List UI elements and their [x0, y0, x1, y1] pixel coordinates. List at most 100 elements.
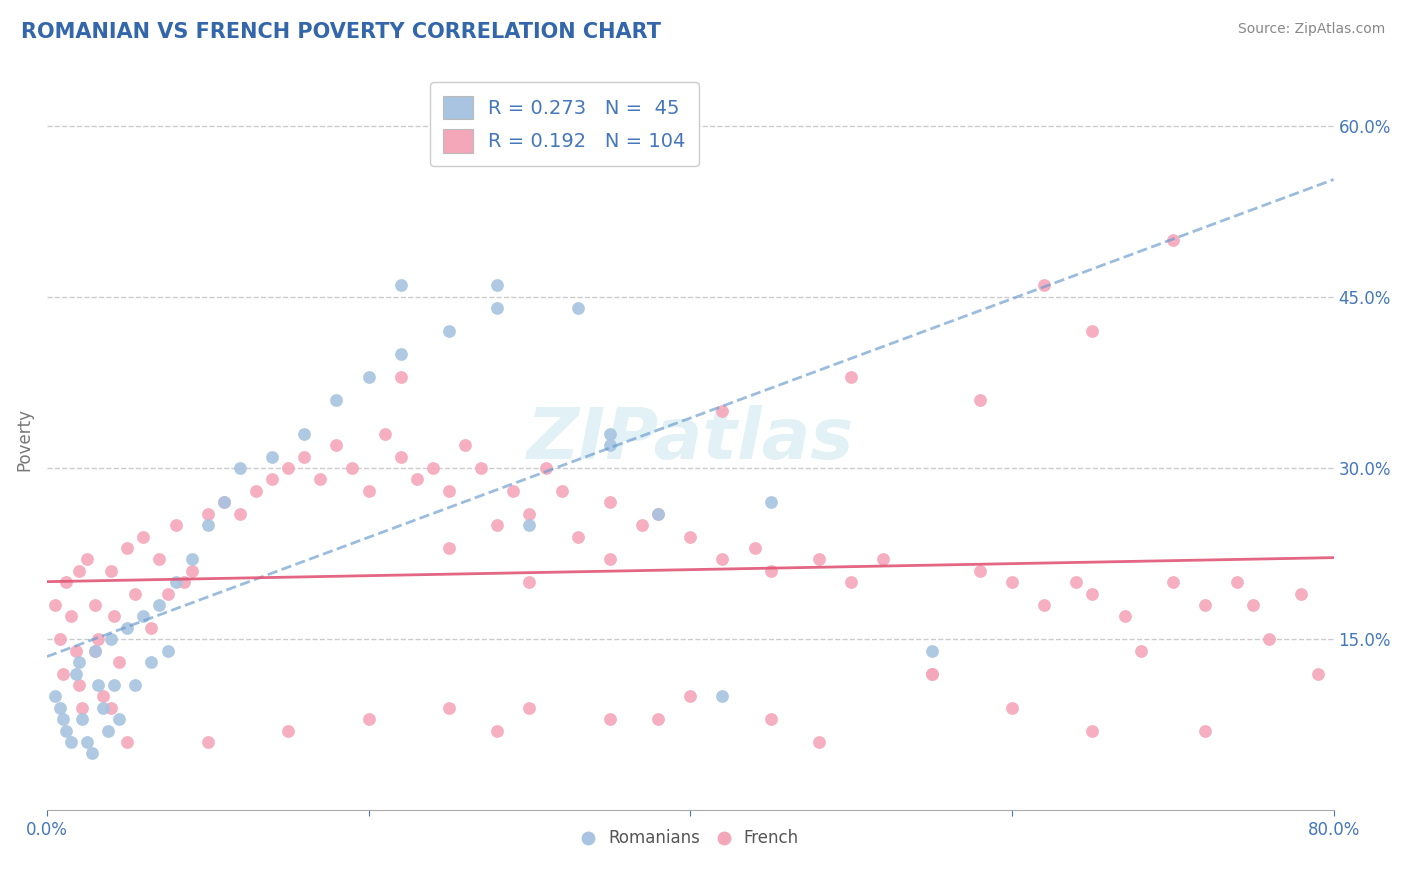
- Point: [180, 564, 202, 578]
- Point: [631, 518, 654, 533]
- Point: [84, 598, 107, 612]
- Point: [647, 507, 669, 521]
- Point: [1194, 598, 1216, 612]
- Point: [679, 529, 702, 543]
- Point: [1161, 233, 1184, 247]
- Point: [711, 690, 734, 704]
- Point: [807, 552, 830, 566]
- Point: [389, 450, 412, 464]
- Point: [52, 712, 75, 726]
- Point: [87, 678, 110, 692]
- Point: [124, 586, 146, 600]
- Point: [156, 643, 179, 657]
- Point: [486, 518, 509, 533]
- Point: [454, 438, 477, 452]
- Point: [599, 552, 621, 566]
- Point: [519, 507, 541, 521]
- Point: [229, 507, 252, 521]
- Point: [839, 575, 862, 590]
- Point: [103, 609, 125, 624]
- Point: [839, 369, 862, 384]
- Point: [921, 643, 943, 657]
- Point: [148, 552, 170, 566]
- Point: [72, 700, 94, 714]
- Point: [292, 450, 315, 464]
- Point: [759, 712, 782, 726]
- Point: [100, 700, 122, 714]
- Point: [245, 483, 267, 498]
- Point: [117, 621, 139, 635]
- Point: [711, 552, 734, 566]
- Point: [1241, 598, 1264, 612]
- Point: [309, 473, 332, 487]
- Point: [550, 483, 572, 498]
- Point: [374, 426, 396, 441]
- Point: [325, 392, 347, 407]
- Point: [711, 404, 734, 418]
- Point: [1129, 643, 1152, 657]
- Point: [679, 690, 702, 704]
- Point: [60, 609, 83, 624]
- Point: [65, 643, 87, 657]
- Point: [84, 643, 107, 657]
- Point: [486, 723, 509, 738]
- Y-axis label: Poverty: Poverty: [15, 408, 32, 471]
- Point: [76, 552, 98, 566]
- Point: [44, 690, 66, 704]
- Point: [100, 564, 122, 578]
- Point: [117, 735, 139, 749]
- Point: [437, 324, 460, 338]
- Point: [52, 666, 75, 681]
- Point: [87, 632, 110, 647]
- Point: [437, 700, 460, 714]
- Point: [97, 723, 120, 738]
- Text: ROMANIAN VS FRENCH POVERTY CORRELATION CHART: ROMANIAN VS FRENCH POVERTY CORRELATION C…: [21, 22, 661, 42]
- Point: [389, 347, 412, 361]
- Point: [67, 678, 90, 692]
- Point: [759, 564, 782, 578]
- Point: [1064, 575, 1087, 590]
- Point: [49, 700, 72, 714]
- Point: [197, 735, 219, 749]
- Text: ZIPatlas: ZIPatlas: [527, 405, 853, 474]
- Point: [647, 507, 669, 521]
- Point: [599, 438, 621, 452]
- Point: [165, 575, 187, 590]
- Point: [156, 586, 179, 600]
- Point: [212, 495, 235, 509]
- Point: [470, 461, 492, 475]
- Point: [647, 712, 669, 726]
- Point: [132, 529, 155, 543]
- Point: [108, 712, 131, 726]
- Point: [132, 609, 155, 624]
- Point: [437, 483, 460, 498]
- Point: [141, 621, 163, 635]
- Point: [91, 690, 114, 704]
- Point: [969, 392, 991, 407]
- Point: [49, 632, 72, 647]
- Point: [100, 632, 122, 647]
- Point: [44, 598, 66, 612]
- Point: [108, 655, 131, 669]
- Point: [262, 473, 284, 487]
- Point: [422, 461, 444, 475]
- Point: [872, 552, 894, 566]
- Point: [1033, 598, 1056, 612]
- Point: [599, 495, 621, 509]
- Point: [1161, 575, 1184, 590]
- Point: [67, 564, 90, 578]
- Point: [229, 461, 252, 475]
- Point: [519, 518, 541, 533]
- Point: [67, 655, 90, 669]
- Point: [1114, 609, 1136, 624]
- Point: [55, 723, 77, 738]
- Point: [519, 700, 541, 714]
- Point: [148, 598, 170, 612]
- Point: [567, 529, 589, 543]
- Point: [486, 301, 509, 316]
- Point: [389, 278, 412, 293]
- Point: [486, 278, 509, 293]
- Text: Source: ZipAtlas.com: Source: ZipAtlas.com: [1237, 22, 1385, 37]
- Point: [60, 735, 83, 749]
- Point: [117, 541, 139, 555]
